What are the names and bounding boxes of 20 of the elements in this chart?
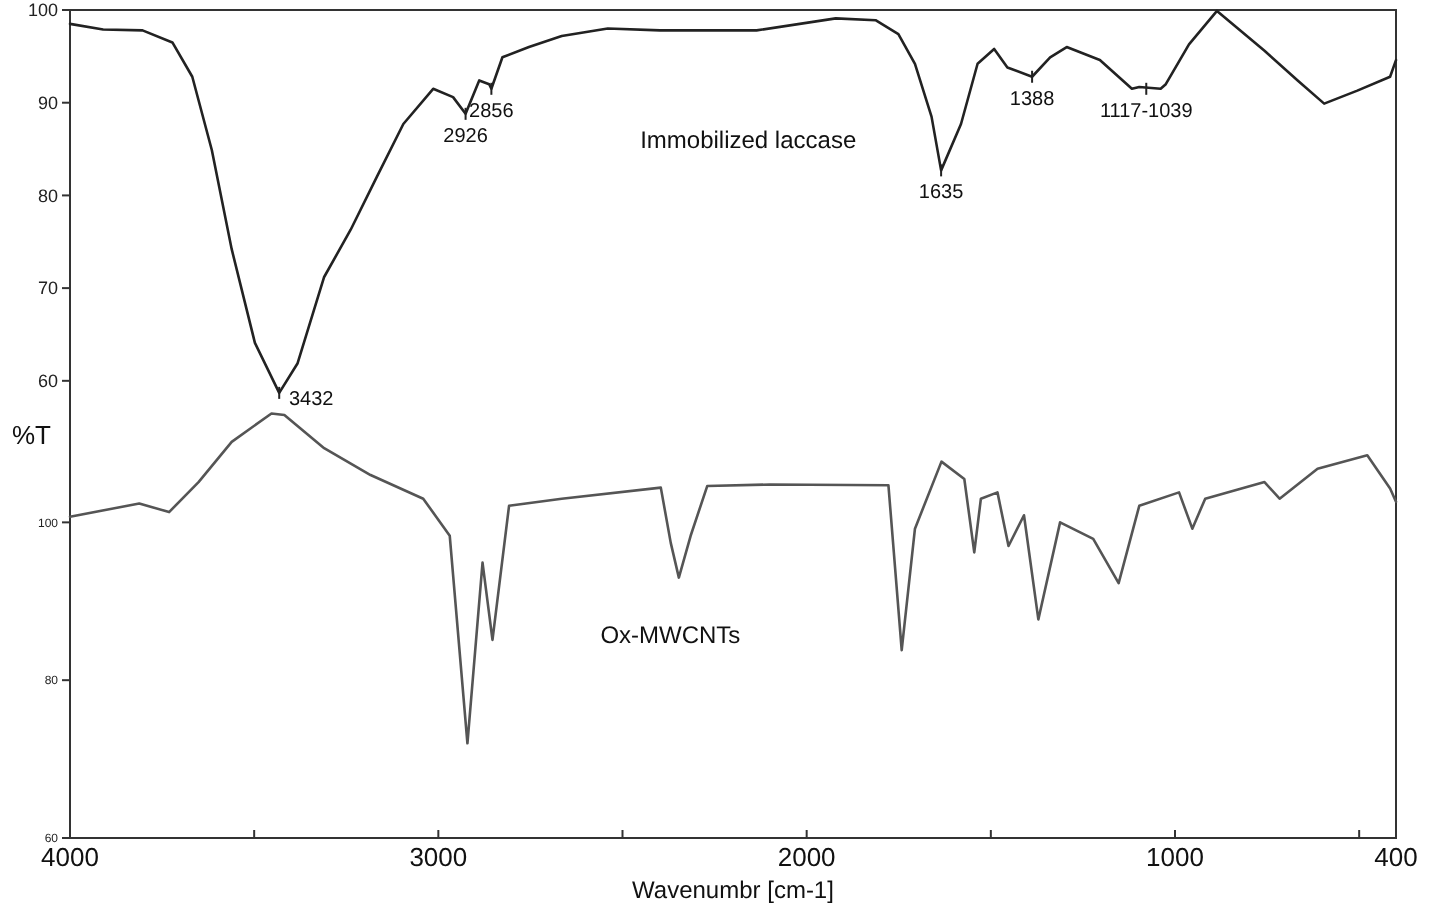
annotation: 3432 bbox=[288, 388, 335, 411]
y-tick-label: 100 bbox=[27, 0, 58, 21]
annotation: 2856 bbox=[469, 100, 515, 123]
x-tick-label: 2000 bbox=[777, 842, 836, 872]
annotation: 1117-1039 bbox=[1099, 100, 1194, 123]
x-tick-label: 400 bbox=[1374, 842, 1418, 872]
x-tick-label: 3000 bbox=[409, 842, 468, 872]
annotation: 1635 bbox=[918, 182, 965, 205]
y-tick-label: 70 bbox=[37, 278, 58, 299]
x-tick-label: 1000 bbox=[1146, 842, 1204, 872]
annotation: 2926 bbox=[443, 125, 489, 148]
y-tick-label: 90 bbox=[37, 93, 58, 114]
text: Ox-MWCNTs bbox=[600, 620, 741, 649]
text: Immobilized laccase bbox=[640, 125, 857, 154]
y-tick-label: 60 bbox=[37, 371, 58, 392]
x-tick-label: 4000 bbox=[41, 842, 99, 872]
x-axis-title: Wavenumbr [cm-1] bbox=[632, 876, 834, 904]
annotation: 1388 bbox=[1009, 88, 1056, 111]
y-axis-title: %T bbox=[12, 420, 52, 450]
y-tick-label: 80 bbox=[37, 185, 58, 206]
